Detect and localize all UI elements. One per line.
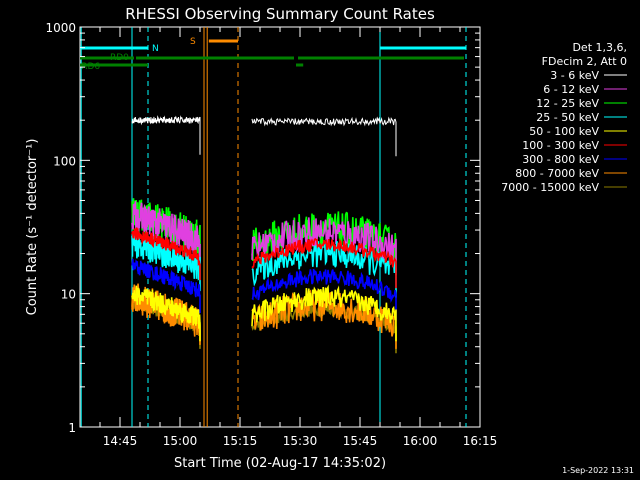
saa-flag-label: S xyxy=(190,37,196,47)
x-axis-label: Start Time (02-Aug-17 14:35:02) xyxy=(174,456,386,471)
series-line-4 xyxy=(251,284,397,342)
legend-entry-label: 7000 - 15000 keV xyxy=(501,181,599,194)
y-tick-label: 100 xyxy=(53,154,76,168)
x-tick-label: 15:00 xyxy=(163,434,198,448)
legend-entry-label: 3 - 6 keV xyxy=(550,69,599,82)
footer-timestamp: 1-Sep-2022 13:31 xyxy=(562,466,634,475)
legend-entry-label: 12 - 25 keV xyxy=(536,97,599,110)
series-line-7 xyxy=(251,289,397,349)
x-tick-label: 16:15 xyxy=(463,434,498,448)
x-tick-label: 15:30 xyxy=(283,434,318,448)
series-line-3 xyxy=(251,240,397,298)
x-tick-label: 15:45 xyxy=(343,434,378,448)
y-tick-label: 1000 xyxy=(45,21,76,35)
night-flag-label: N xyxy=(152,44,159,54)
legend-entry-label: 50 - 100 keV xyxy=(529,125,599,138)
x-tick-label: 15:15 xyxy=(223,434,258,448)
series-line-6 xyxy=(131,258,201,314)
rd6-flag-label: RD6 xyxy=(81,62,100,72)
legend-entry-label: 300 - 800 keV xyxy=(522,153,599,166)
rd0-flag-label: RD0 xyxy=(110,53,129,63)
legend-header-line-2: FDecim 2, Att 0 xyxy=(542,55,627,68)
y-tick-label: 1 xyxy=(68,421,76,435)
x-tick-label: 14:45 xyxy=(103,434,138,448)
legend-entry-label: 800 - 7000 keV xyxy=(515,167,599,180)
legend-entry-label: 6 - 12 keV xyxy=(543,83,599,96)
legend-header-line-1: Det 1,3,6, xyxy=(572,41,627,54)
series-line-6 xyxy=(251,268,397,321)
x-tick-label: 16:00 xyxy=(403,434,438,448)
legend-entry-label: 25 - 50 keV xyxy=(536,111,599,124)
series-line-3 xyxy=(131,230,201,292)
series-line-0 xyxy=(251,116,397,157)
chart-title: RHESSI Observing Summary Count Rates xyxy=(125,5,435,23)
y-axis-label: Count Rate (s⁻¹ detector⁻¹) xyxy=(25,139,40,316)
series-line-1 xyxy=(131,201,201,263)
series-line-0 xyxy=(131,115,201,155)
y-tick-label: 10 xyxy=(61,288,76,302)
series-line-5 xyxy=(251,237,397,289)
legend-entry-label: 100 - 300 keV xyxy=(522,139,599,152)
series-line-4 xyxy=(131,285,201,342)
series-line-5 xyxy=(131,227,201,281)
